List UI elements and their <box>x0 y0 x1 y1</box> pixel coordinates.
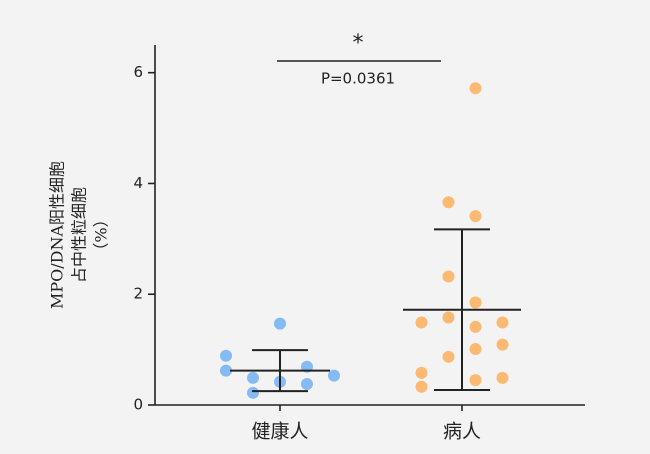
p-value: P=0.0361 <box>321 70 395 88</box>
y-label-line: MPO/DNA阳性细胞 <box>48 161 67 309</box>
y-tick-label: 4 <box>133 174 143 192</box>
data-point <box>301 377 313 390</box>
data-point <box>442 270 455 283</box>
data-point <box>469 320 482 333</box>
y-tick-label: 2 <box>133 285 143 303</box>
data-point <box>220 364 232 377</box>
y-tick-label: 0 <box>133 396 143 414</box>
x-tick-label: 病人 <box>443 421 481 443</box>
data-point <box>442 311 455 324</box>
data-point <box>496 338 509 351</box>
data-point <box>247 371 259 384</box>
data-point <box>328 369 340 382</box>
data-point <box>415 366 428 379</box>
data-point <box>469 210 482 223</box>
data-point <box>247 386 259 399</box>
data-point <box>442 196 455 209</box>
data-point <box>469 82 482 95</box>
x-tick-label: 健康人 <box>251 421 308 443</box>
y-label-line: （%） <box>92 211 111 258</box>
y-axis-title: MPO/DNA阳性细胞 占中性粒细胞 （%） <box>48 161 111 309</box>
significance-star: * <box>353 31 364 56</box>
data-point <box>469 374 482 387</box>
data-point <box>415 380 428 393</box>
data-point <box>496 371 509 384</box>
data-point <box>469 343 482 356</box>
data-point <box>415 316 428 329</box>
data-point <box>220 349 232 362</box>
y-tick-label: 6 <box>133 63 143 81</box>
data-point <box>442 350 455 363</box>
data-point <box>274 317 286 330</box>
data-point <box>496 316 509 329</box>
data-point <box>469 296 482 309</box>
y-label-line: 占中性粒细胞 <box>70 187 89 283</box>
